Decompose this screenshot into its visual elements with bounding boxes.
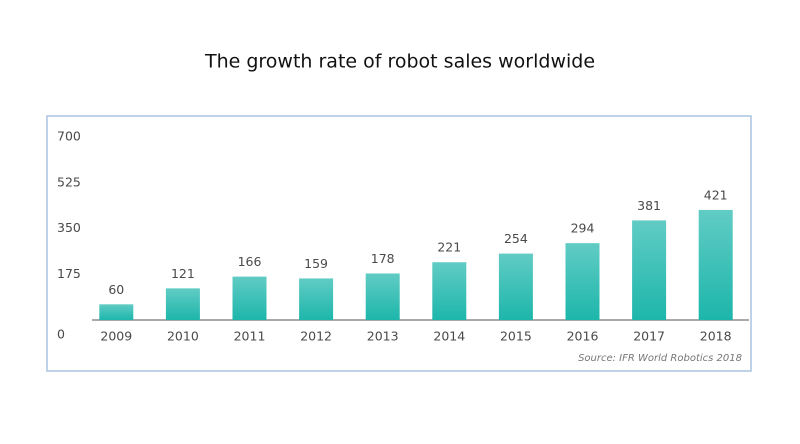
bar: [498, 253, 533, 320]
x-tick-label: 2018: [700, 329, 732, 344]
source-note: Source: IFR World Robotics 2018: [578, 353, 742, 364]
y-tick-label: 0: [57, 327, 65, 342]
x-tick-label: 2015: [500, 329, 532, 344]
bar: [232, 276, 267, 320]
y-tick-label: 350: [57, 220, 81, 235]
x-tick-label: 2014: [433, 329, 465, 344]
value-label: 421: [704, 187, 728, 202]
bar: [165, 288, 200, 320]
value-label: 178: [371, 251, 395, 266]
x-tick-label: 2012: [300, 329, 332, 344]
y-tick-label: 700: [57, 129, 81, 144]
bar: [565, 243, 600, 320]
value-label: 381: [637, 198, 661, 213]
chart-frame: [46, 115, 752, 372]
value-label: 294: [571, 221, 595, 236]
x-tick-label: 2011: [234, 329, 266, 344]
bar: [698, 209, 733, 320]
bar: [632, 220, 667, 320]
x-tick-label: 2009: [100, 329, 132, 344]
bar: [365, 273, 400, 320]
value-label: 121: [171, 266, 195, 281]
bar: [432, 262, 467, 320]
y-tick-label: 175: [57, 266, 81, 281]
value-label: 254: [504, 231, 528, 246]
x-tick-label: 2010: [167, 329, 199, 344]
value-label: 60: [108, 282, 124, 297]
bar: [299, 278, 334, 320]
y-tick-label: 525: [57, 174, 81, 189]
value-label: 221: [437, 240, 461, 255]
x-tick-label: 2016: [567, 329, 599, 344]
value-label: 159: [304, 256, 328, 271]
x-tick-label: 2013: [367, 329, 399, 344]
bar: [99, 304, 134, 320]
value-label: 166: [238, 254, 262, 269]
chart-title: The growth rate of robot sales worldwide: [204, 51, 595, 73]
x-tick-label: 2017: [633, 329, 665, 344]
